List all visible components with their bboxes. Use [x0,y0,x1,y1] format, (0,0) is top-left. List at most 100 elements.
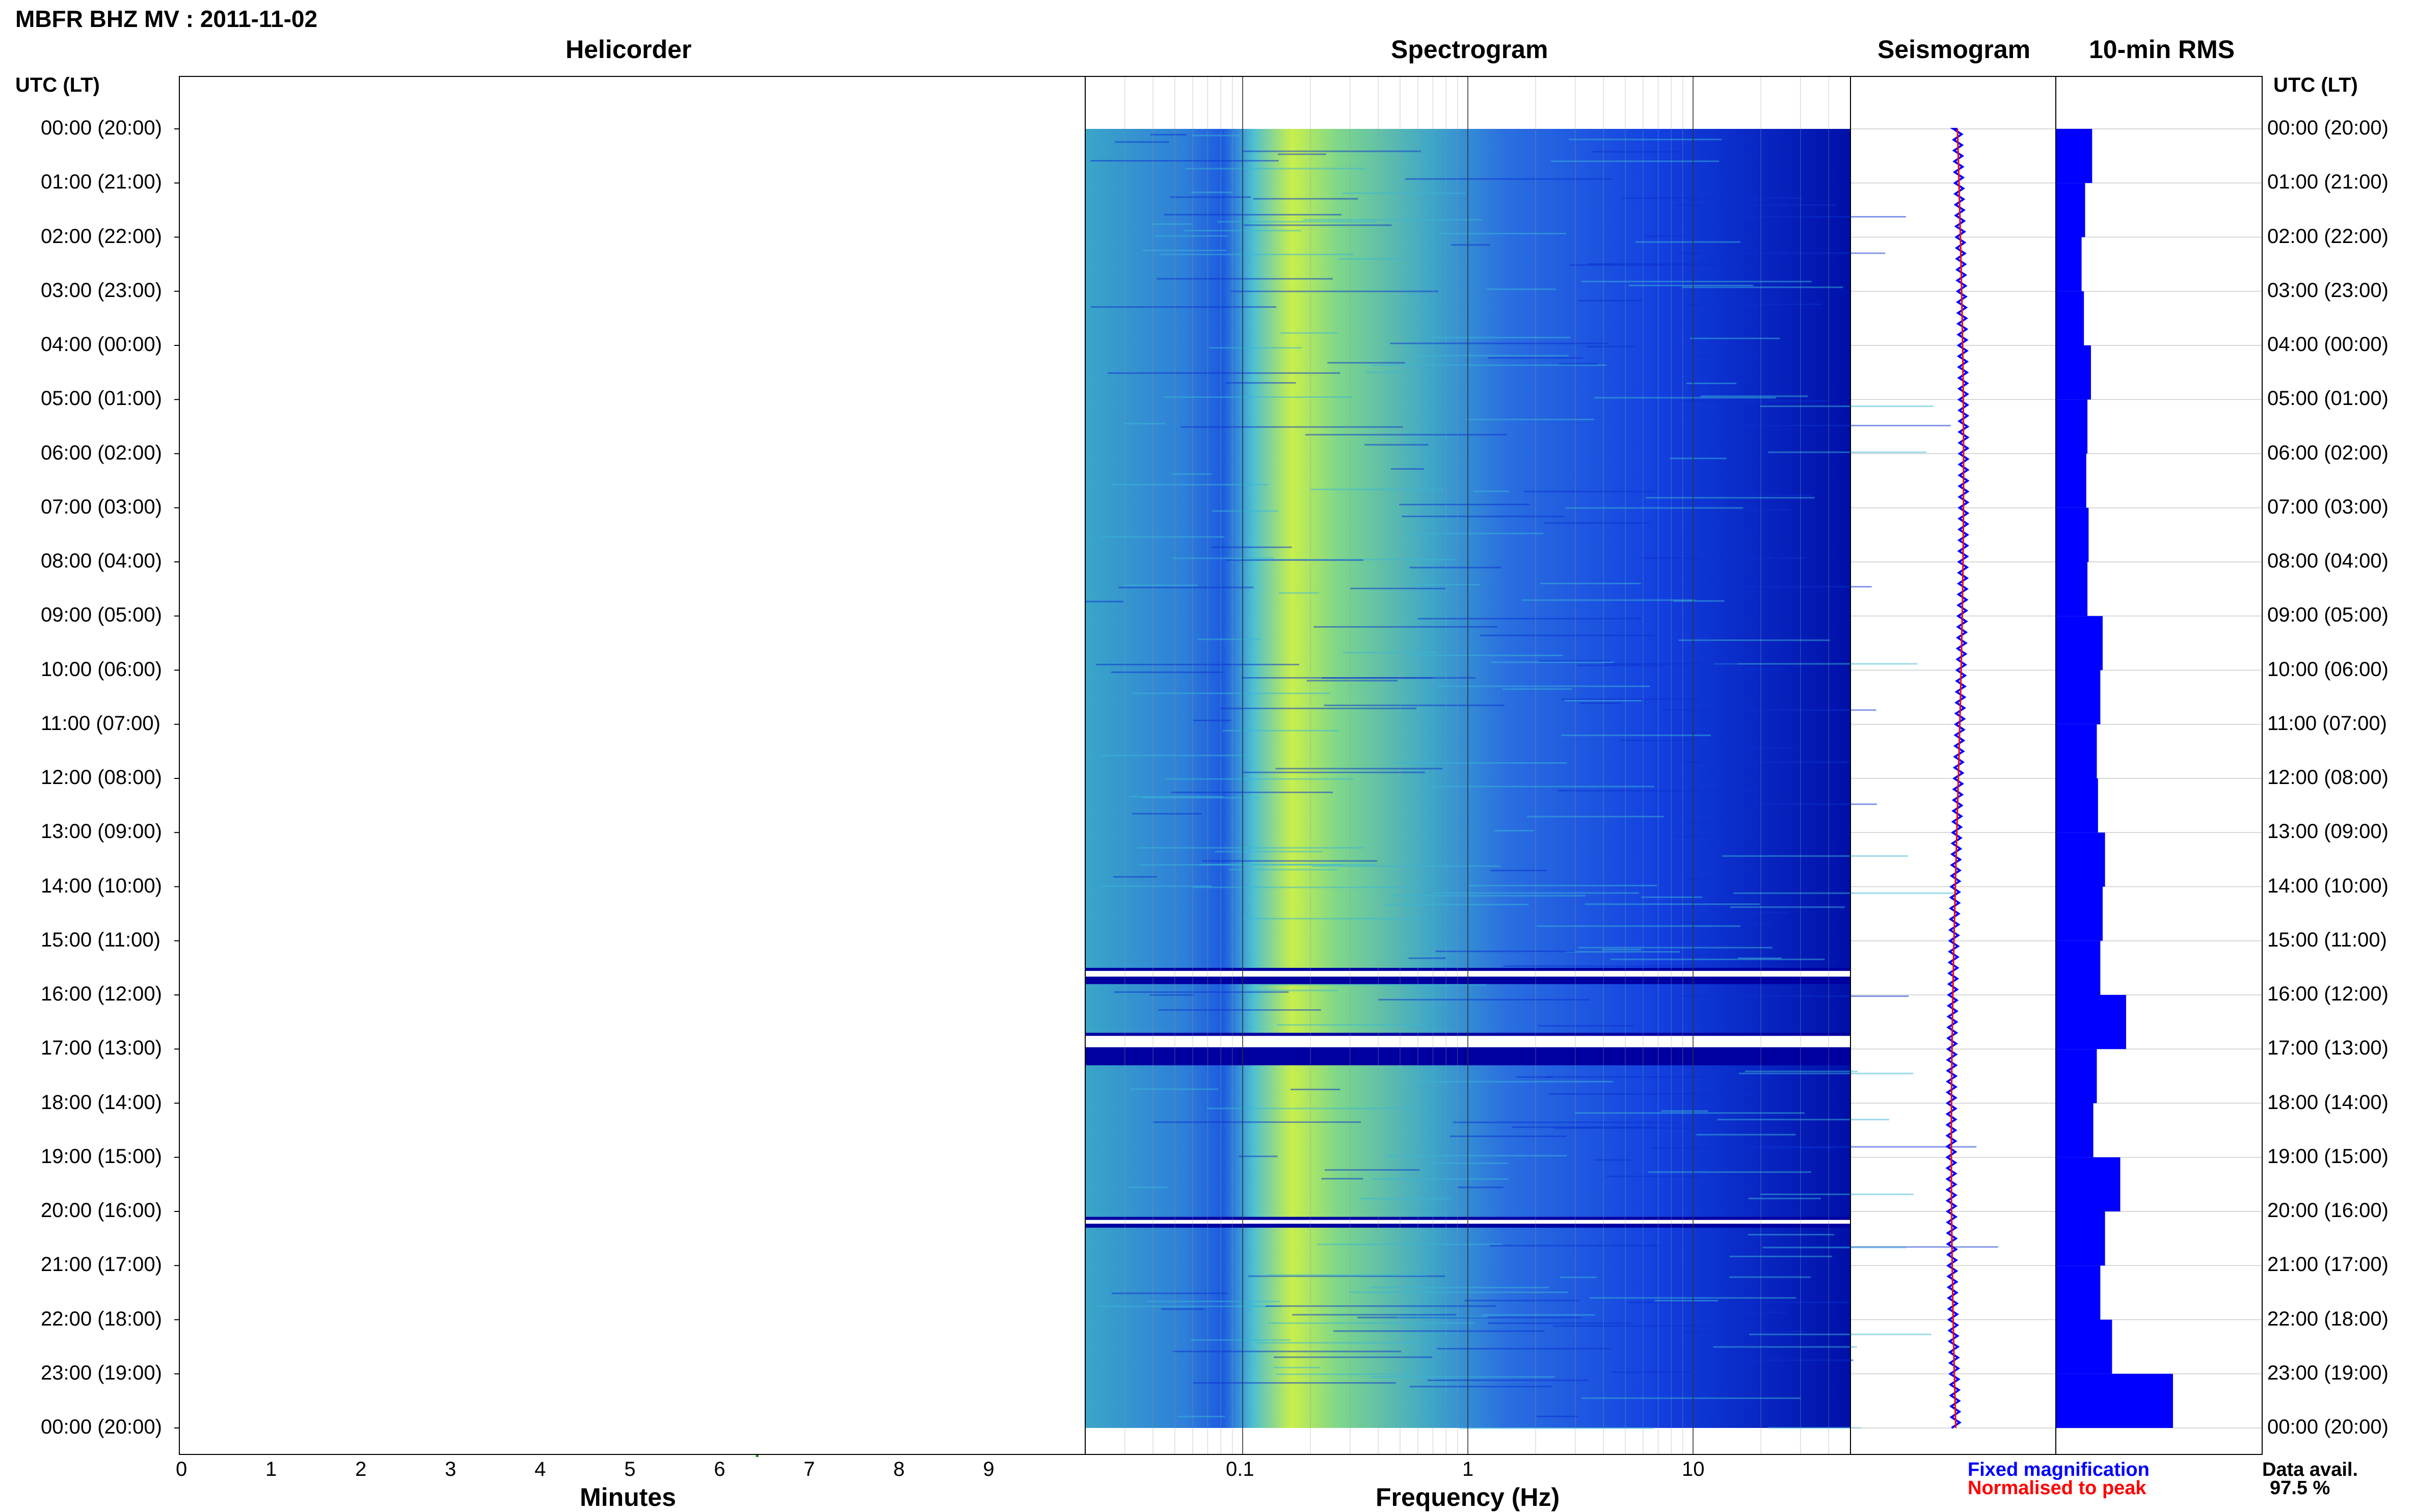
spectrogram-streak [1113,876,1157,878]
spectrogram-streak [1673,600,1725,602]
spectrogram-streak [1410,566,1501,569]
spectrogram-streak [1662,709,1876,711]
legend-fixed-magnification: Fixed magnification [1968,1459,2150,1480]
spectrogram-streak [1427,1379,1589,1381]
spectrogram-streak [1199,863,1377,866]
spectrogram-streak [1701,395,1808,397]
spectrogram-streak [1349,1291,1568,1293]
spectrogram-streak [1214,851,1323,853]
spectrogram-streak [1124,423,1166,425]
spectrogram-streak [1217,221,1375,223]
rms-bar [2056,507,2089,562]
spectrogram-streak [1437,685,1650,687]
spectrogram-streak [1132,813,1202,815]
spectrogram-streak [1390,342,1608,344]
spectrogram-streak [1482,1314,1595,1316]
rms-bar [2056,1157,2121,1211]
spectrogram-streak [1480,634,1655,636]
spectrogram-streak [1745,1070,1858,1072]
spectrogram-streak [1684,303,1822,305]
minute-tick-label: 2 [355,1458,367,1480]
rms-bar [2056,345,2091,400]
frequency-axis-label: Frequency (Hz) [1376,1483,1560,1511]
spectrogram-streak [1197,638,1261,640]
time-label-left: 08:00 (04:00) [41,550,162,572]
time-label-left: 11:00 (07:00) [41,712,160,735]
spectrogram-streak [1733,892,1958,894]
seismogram-title: Seismogram [1877,35,2031,64]
spectrogram-streak [1321,1178,1363,1180]
spectrogram-streak [1577,664,1665,666]
time-label-right: 10:00 (06:00) [2267,658,2389,681]
rms-bar [2056,886,2103,941]
spectrogram-streak [1085,601,1123,603]
spectrogram-streak [1236,1305,1275,1307]
spectrogram-streak [1239,1155,1278,1157]
spectrogram-streak [1736,216,1906,218]
spectrogram-streak [1561,734,1711,736]
spectrogram-streak [1587,263,1722,265]
spectrogram-streak [1734,668,1786,670]
spectrogram-streak [1606,1175,1702,1177]
spectrogram-streak [1595,1159,1630,1161]
spectrogram-streak [1241,677,1475,679]
spectrogram-streak [1537,925,1741,927]
spectrogram-streak [1164,213,1341,215]
spectrogram-streak [1512,1126,1658,1128]
spectrogram-streak [1651,1147,1833,1149]
time-label-right: 13:00 (09:00) [2267,820,2389,843]
spectrogram-streak [1553,1127,1711,1129]
spectrogram-streak [1192,134,1241,137]
spectrogram-streak [1222,730,1339,732]
time-header-left: UTC (LT) [15,74,100,96]
spectrogram-streak [1193,719,1231,721]
spectrogram-streak [1437,1347,1611,1349]
spectrogram-streak [1680,400,1827,402]
spectrogram-streak [1569,139,1722,141]
rms-bar [2056,616,2103,670]
spectrogram-streak [1137,847,1364,849]
spectrogram-streak [1338,258,1401,260]
spectrogram-streak [1090,160,1279,162]
minute-tick-label: 8 [893,1458,905,1480]
spectrogram-streak [1458,1186,1504,1189]
time-label-left: 09:00 (05:00) [41,604,162,627]
spectrogram-streak [1131,692,1331,694]
minute-tick-label: 3 [445,1458,457,1480]
rms-bar [2056,399,2088,454]
spectrogram-streak [1230,290,1439,292]
minute-tick-label: 7 [803,1458,815,1480]
spectrogram-streak [1610,958,1825,960]
rms-bar [2056,1265,2101,1320]
time-label-right: 22:00 (18:00) [2267,1307,2389,1330]
spectrogram-streak [1565,699,1642,701]
spectrogram-streak [1674,204,1837,206]
spectrogram-streak [1565,507,1743,509]
time-label-right: 19:00 (15:00) [2267,1145,2389,1168]
spectrogram-streak [1450,1135,1567,1137]
time-label-left: 22:00 (18:00) [41,1307,162,1330]
spectrogram-streak [1559,363,1597,365]
spectrogram-streak [1185,168,1366,170]
time-label-right: 18:00 (14:00) [2267,1091,2389,1114]
spectrogram-streak [1522,599,1695,601]
spectrogram-streak [1488,1322,1631,1324]
time-label-right: 17:00 (13:00) [2267,1037,2389,1060]
spectrogram-streak [1202,860,1377,862]
spectrogram-streak [1641,896,1703,898]
spectrogram-streak [1550,160,1720,163]
rms-bar [2056,291,2084,345]
spectrogram-streak [1753,803,1877,805]
spectrogram-streak [1661,1110,1708,1112]
frequency-tick-label: 10 [1682,1458,1705,1480]
spectrogram-streak [1306,680,1398,682]
spectrogram-streak [1620,739,1689,741]
spectrogram-streak [1253,198,1358,200]
spectrogram-streak [1180,426,1403,428]
spectrogram-streak [1155,235,1228,237]
minutes-axis-label: Minutes [580,1483,676,1511]
spectrogram-streak [1365,371,1402,373]
spectrogram-streak [1312,865,1501,867]
spectrogram-streak [1469,884,1657,886]
time-label-left: 04:00 (00:00) [41,333,162,356]
